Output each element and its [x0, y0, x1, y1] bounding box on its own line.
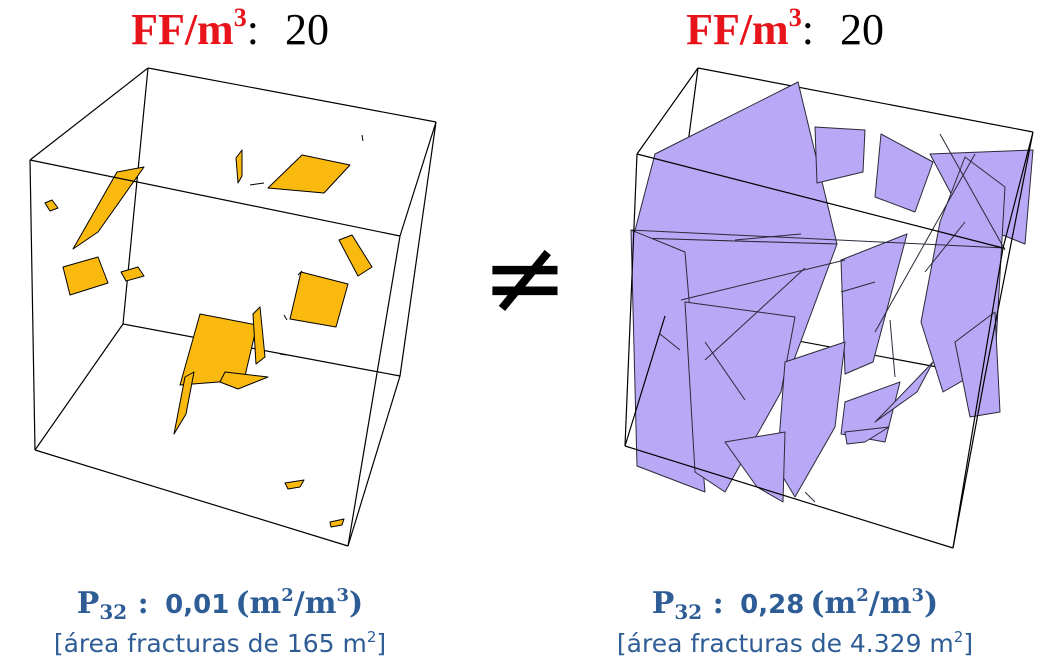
left-p32-line: P32 : 0,01 (m2/m3) — [0, 584, 440, 625]
left-title-value: 20 — [284, 5, 329, 54]
left-panel: FF/m3: 20 — [0, 0, 500, 669]
fracture-edge — [874, 153, 976, 333]
left-fractures — [44, 134, 373, 528]
right-cube-front-edges — [624, 67, 1034, 549]
fracture-plane — [874, 361, 934, 423]
fracture-plane — [44, 199, 59, 212]
fracture-edge — [283, 314, 288, 321]
left-title: FF/m3: 20 — [10, 2, 450, 58]
fracture-edge — [840, 281, 876, 293]
fracture-edge — [804, 491, 816, 503]
fracture-plane — [219, 371, 269, 390]
right-panel: FF/m3: 20 — [545, 0, 1045, 669]
fracture-plane — [724, 431, 786, 503]
fracture-plane — [235, 149, 243, 184]
right-area-line: [área fracturas de 4.329 m2] — [616, 628, 974, 658]
fracture-plane — [776, 341, 846, 498]
left-cube-front-edges — [29, 67, 437, 547]
right-p32-unit: (m2/m3) — [810, 585, 939, 621]
right-fractures — [630, 81, 1034, 503]
left-cube-back-edges — [122, 67, 437, 377]
fracture-edge — [704, 341, 746, 401]
right-title-colon: : — [801, 5, 814, 54]
fracture-edge — [889, 319, 896, 378]
fracture-plane — [329, 518, 345, 528]
left-p32-value: 0,01 — [165, 590, 230, 620]
fracture-plane — [62, 256, 109, 296]
fracture-edge — [361, 134, 364, 142]
left-title-label: FF/m3 — [131, 3, 247, 55]
fracture-plane — [874, 133, 934, 213]
left-p32-separator: : — [127, 586, 160, 621]
right-p32-symbol: P32 — [651, 586, 703, 624]
left-cube-diagram — [29, 67, 437, 547]
fracture-edge — [279, 353, 287, 356]
right-p32-line: P32 : 0,28 (m2/m3) — [565, 584, 1025, 625]
left-area-line: [área fracturas de 165 m2] — [53, 628, 387, 658]
fracture-edge — [939, 133, 1006, 251]
right-title-value: 20 — [839, 5, 884, 54]
fracture-plane — [844, 426, 890, 445]
fracture-edge — [297, 270, 303, 276]
fracture-edge — [680, 259, 846, 301]
fracture-plane — [289, 271, 349, 328]
fracture-plane — [173, 371, 195, 435]
fracture-plane — [252, 306, 266, 365]
left-title-colon: : — [246, 5, 259, 54]
left-p32-unit: (m2/m3) — [235, 585, 364, 621]
fracture-plane — [284, 479, 305, 490]
right-p32-separator: : — [702, 586, 735, 621]
fracture-edge — [630, 229, 1006, 249]
fracture-plane — [954, 311, 1001, 418]
right-title-label: FF/m3 — [686, 3, 802, 55]
left-p32-symbol: P32 — [76, 586, 128, 624]
fracture-plane — [267, 154, 351, 194]
fracture-edge — [924, 221, 966, 273]
fracture-plane — [630, 229, 706, 493]
fracture-plane — [120, 266, 145, 282]
right-p32-value: 0,28 — [740, 590, 805, 620]
fracture-plane — [840, 233, 908, 375]
fracture-edge — [734, 233, 802, 241]
fracture-plane — [338, 234, 373, 277]
right-title: FF/m3: 20 — [565, 2, 1005, 58]
fracture-edge — [704, 267, 806, 361]
fracture-edge — [659, 333, 681, 351]
fracture-edge — [249, 182, 265, 186]
fracture-plane — [814, 126, 866, 184]
not-equal-symbol: ≠ — [481, 216, 569, 338]
fracture-plane — [632, 81, 838, 245]
right-cube-diagram — [624, 67, 1034, 549]
fracture-plane — [72, 166, 145, 250]
